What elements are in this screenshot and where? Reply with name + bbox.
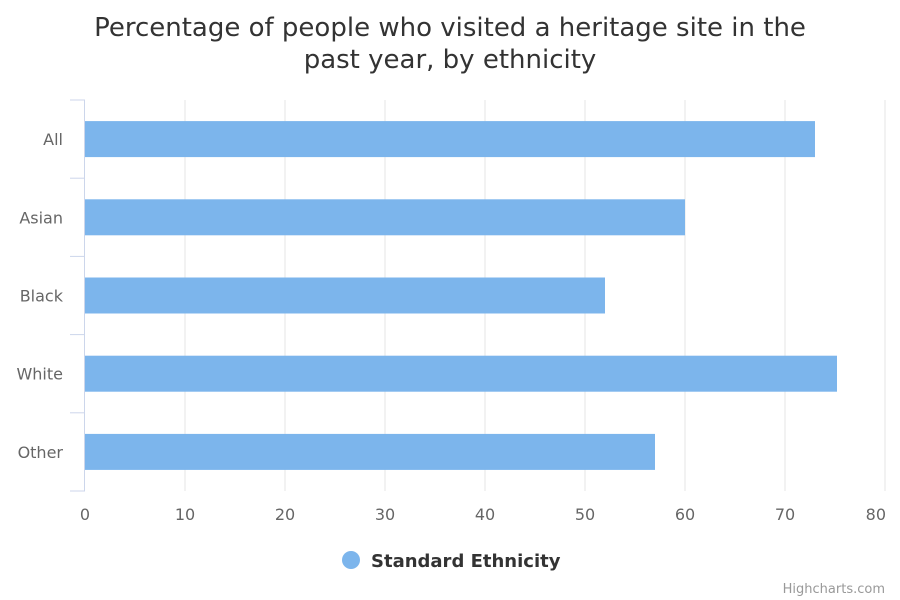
x-tick-label-10: 10 bbox=[175, 505, 195, 524]
legend-item-label[interactable]: Standard Ethnicity bbox=[371, 551, 561, 572]
x-tick-label-60: 60 bbox=[675, 505, 695, 524]
bars bbox=[85, 121, 837, 470]
x-tick-label-40: 40 bbox=[475, 505, 495, 524]
chart-title-line-1: Percentage of people who visited a herit… bbox=[94, 13, 806, 43]
bar-white[interactable] bbox=[85, 355, 837, 392]
bar-black[interactable] bbox=[85, 277, 605, 314]
bar-all[interactable] bbox=[85, 121, 815, 158]
x-tick-label-80: 80 bbox=[866, 505, 886, 524]
legend[interactable]: Standard Ethnicity bbox=[342, 551, 561, 572]
legend-marker-icon[interactable] bbox=[342, 551, 360, 569]
category-label-other: Other bbox=[18, 443, 64, 462]
x-tick-label-50: 50 bbox=[575, 505, 595, 524]
category-label-black: Black bbox=[20, 287, 64, 306]
x-tick-label-20: 20 bbox=[275, 505, 295, 524]
x-tick-label-70: 70 bbox=[775, 505, 795, 524]
chart-title-line-2: past year, by ethnicity bbox=[304, 45, 597, 75]
chart-title: Percentage of people who visited a herit… bbox=[94, 13, 806, 75]
category-label-all: All bbox=[43, 130, 63, 149]
category-label-asian: Asian bbox=[19, 208, 63, 227]
x-tick-label-0: 0 bbox=[80, 505, 90, 524]
x-tick-label-30: 30 bbox=[375, 505, 395, 524]
x-axis-tick-labels: 0 10 20 30 40 50 60 70 80 bbox=[80, 505, 886, 524]
y-axis bbox=[70, 99, 85, 492]
category-labels: All Asian Black White Other bbox=[16, 130, 63, 462]
bar-other[interactable] bbox=[85, 433, 655, 470]
bar-asian[interactable] bbox=[85, 199, 685, 236]
category-label-white: White bbox=[16, 365, 63, 384]
credits-link[interactable]: Highcharts.com bbox=[783, 582, 885, 597]
